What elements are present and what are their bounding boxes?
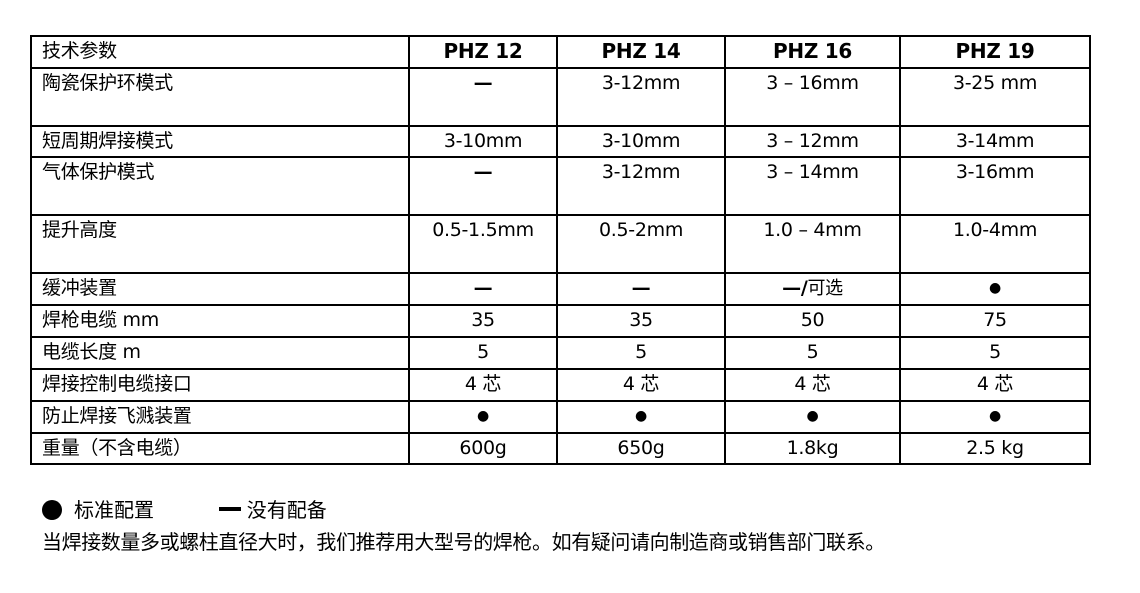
table-cell: 0.5-1.5mm (408, 214, 558, 274)
table-cell: — (408, 156, 558, 216)
table-row: 重量（不含电缆） 600g 650g 1.8kg 2.5 kg (30, 432, 1091, 465)
table-cell: 5 (408, 336, 558, 370)
column-header: PHZ 19 (899, 35, 1091, 69)
table-row: 防止焊接飞溅装置 ● ● ● ● (30, 400, 1091, 434)
table-cell: 5 (556, 336, 726, 370)
legend-standard: 标准配置 (74, 498, 154, 522)
table-cell: 0.5-2mm (556, 214, 726, 274)
table-row: 焊枪电缆 mm 35 35 50 75 (30, 304, 1091, 338)
table-cell: 35 (556, 304, 726, 338)
table-cell: 5 (899, 336, 1091, 370)
table-cell: 600g (408, 432, 558, 465)
header-row: 技术参数 PHZ 12 PHZ 14 PHZ 16 PHZ 19 (30, 35, 1091, 69)
table-cell: 650g (556, 432, 726, 465)
row-label: 焊接控制电缆接口 (30, 368, 410, 402)
table-cell: 3-25 mm (899, 67, 1091, 127)
column-header: 技术参数 (30, 35, 410, 69)
row-label: 短周期焊接模式 (30, 125, 410, 158)
table-cell: 3 – 16mm (724, 67, 901, 127)
table-cell: 3 – 14mm (724, 156, 901, 216)
table-row: 气体保护模式 —3-12mm 3 – 14mm 3-16mm (30, 156, 1091, 216)
table-row: 短周期焊接模式 3-10mm 3-10mm 3 – 12mm 3-14mm (30, 125, 1091, 158)
row-label: 重量（不含电缆） (30, 432, 410, 465)
table-cell: — (408, 67, 558, 127)
row-label: 防止焊接飞溅装置 (30, 400, 410, 434)
row-label: 陶瓷保护环模式 (30, 67, 410, 127)
table-cell: 1.0-4mm (899, 214, 1091, 274)
dash-icon (218, 507, 241, 511)
column-header: PHZ 12 (408, 35, 558, 69)
bullet-icon (42, 500, 62, 520)
column-header: PHZ 14 (556, 35, 726, 69)
table-cell: 2.5 kg (899, 432, 1091, 465)
table-cell: 3-12mm (556, 156, 726, 216)
table-row: 提升高度 0.5-1.5mm 0.5-2mm 1.0 – 4mm 1.0-4mm (30, 214, 1091, 274)
footnote: 当焊接数量多或螺柱直径大时，我们推荐用大型号的焊枪。如有疑问请向制造商或销售部门… (42, 530, 885, 554)
column-header: PHZ 16 (724, 35, 901, 69)
table-cell: ● (899, 272, 1091, 306)
table-row: 缓冲装置 — — —/可选 ● (30, 272, 1091, 306)
table-cell: 3 – 12mm (724, 125, 901, 158)
table-cell: ● (556, 400, 726, 434)
row-label: 气体保护模式 (30, 156, 410, 216)
table-cell: 75 (899, 304, 1091, 338)
table-cell: 3-16mm (899, 156, 1091, 216)
table-row: 陶瓷保护环模式 —3-12mm 3 – 16mm 3-25 mm (30, 67, 1091, 127)
table-cell: 3-10mm (408, 125, 558, 158)
table-cell: 4 芯 (556, 368, 726, 402)
row-label: 缓冲装置 (30, 272, 410, 306)
table-cell: ● (408, 400, 558, 434)
legend: 标准配置 没有配备 (42, 496, 327, 524)
table-cell: 1.8kg (724, 432, 901, 465)
table-cell: 35 (408, 304, 558, 338)
legend-none: 没有配备 (246, 498, 327, 522)
table-cell: 3-14mm (899, 125, 1091, 158)
table-cell: 4 芯 (899, 368, 1091, 402)
table-cell: 3-10mm (556, 125, 726, 158)
table-cell: 4 芯 (724, 368, 901, 402)
table-cell: ● (724, 400, 901, 434)
table-cell: 5 (724, 336, 901, 370)
table-cell: ● (899, 400, 1091, 434)
table-cell: —/可选 (724, 272, 901, 306)
row-label: 电缆长度 m (30, 336, 410, 370)
table-cell: 50 (724, 304, 901, 338)
table-cell: — (556, 272, 726, 306)
row-label: 焊枪电缆 mm (30, 304, 410, 338)
table-cell: — (408, 272, 558, 306)
table-cell: 1.0 – 4mm (724, 214, 901, 274)
row-label: 提升高度 (30, 214, 410, 274)
spec-table: 技术参数 PHZ 12 PHZ 14 PHZ 16 PHZ 19 陶瓷保护环模式 —3-12… (30, 35, 1091, 465)
table-cell: 3-12mm (556, 67, 726, 127)
table-cell: 4 芯 (408, 368, 558, 402)
